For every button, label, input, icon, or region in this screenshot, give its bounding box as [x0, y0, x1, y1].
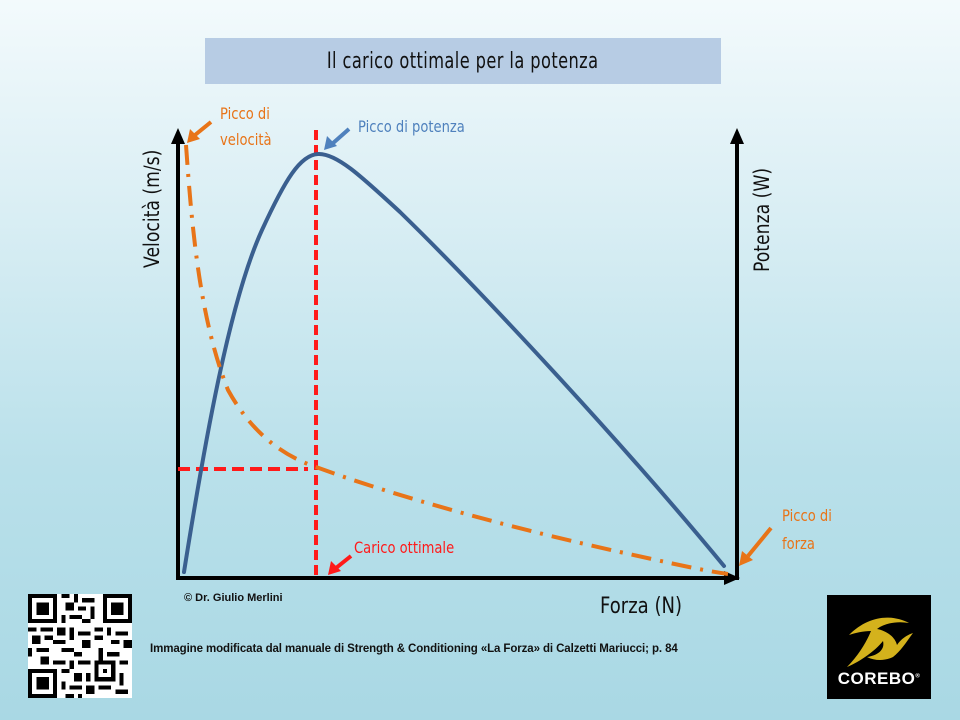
power-curve — [182, 152, 726, 574]
arrow-optimal-load-icon — [328, 554, 353, 575]
peak-velocity-label-line1: Picco di — [220, 104, 270, 123]
arrow-peak-velocity-icon — [187, 120, 213, 143]
peak-velocity-label-line2: velocità — [220, 130, 272, 149]
corebo-logo: COREBO® — [827, 595, 931, 699]
velocity-curve — [184, 144, 729, 576]
chart-title: Il carico ottimale per la potenza — [327, 48, 599, 74]
logo-text: COREBO® — [827, 669, 931, 689]
x-axis — [176, 571, 740, 585]
author-credit: © Dr. Giulio Merlini — [184, 592, 283, 604]
arrow-up-icon — [730, 128, 744, 144]
arrow-peak-force-icon — [739, 526, 773, 566]
arrow-peak-power-icon — [324, 127, 351, 150]
qr-code-icon — [28, 594, 132, 698]
arrow-up-icon — [171, 128, 185, 144]
y-axis-right — [730, 128, 744, 580]
y-axis-left-label: Velocità (m/s) — [140, 149, 164, 268]
optimal-load-lines — [178, 130, 318, 578]
title-box: Il carico ottimale per la potenza — [205, 38, 721, 84]
logo-wordmark: COREBO — [837, 669, 916, 688]
peak-power-label: Picco di potenza — [358, 117, 465, 136]
corebo-mark-icon — [847, 617, 913, 667]
optimal-load-label: Carico ottimale — [354, 538, 455, 557]
qr-code[interactable] — [28, 594, 132, 698]
y-axis-left — [171, 128, 185, 578]
registered-mark: ® — [915, 673, 921, 680]
arrow-right-icon — [724, 571, 740, 585]
peak-force-label-line2: forza — [782, 534, 815, 553]
y-axis-right-label: Potenza (W) — [750, 167, 774, 272]
x-axis-label: Forza (N) — [600, 594, 683, 619]
source-citation: Immagine modificata dal manuale di Stren… — [150, 643, 678, 655]
peak-force-label-line1: Picco di — [782, 506, 832, 525]
